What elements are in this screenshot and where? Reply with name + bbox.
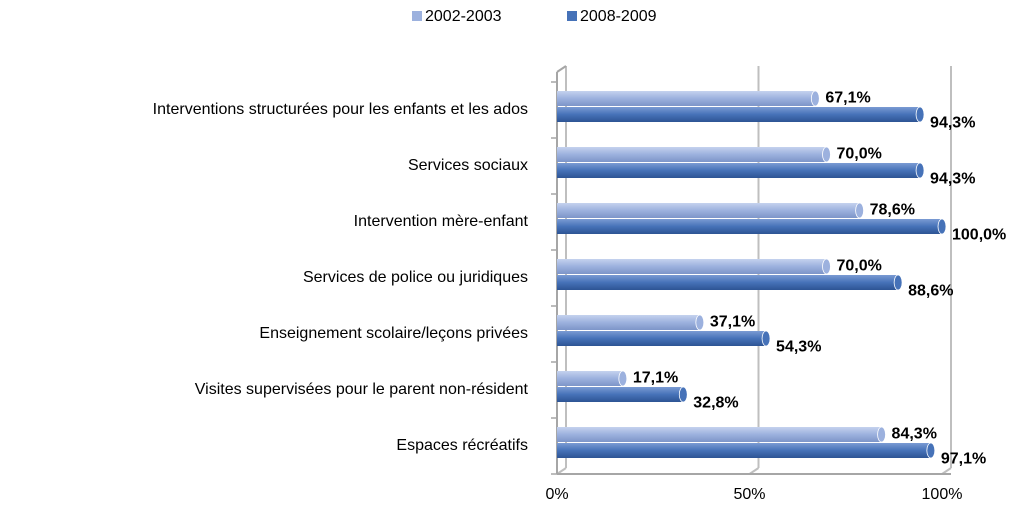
bar-cap: [618, 370, 628, 387]
bar-cap: [855, 202, 865, 219]
value-label: 67,1%: [825, 90, 870, 107]
value-label: 70,0%: [837, 258, 882, 275]
bar-cap: [695, 314, 705, 331]
bar-cap: [678, 386, 688, 403]
category-label: Espaces récréatifs: [396, 437, 528, 454]
bar: [557, 427, 882, 442]
x-tick-label: 100%: [922, 486, 963, 503]
value-label: 54,3%: [776, 339, 821, 356]
value-label: 78,6%: [870, 202, 915, 219]
bar-cap: [937, 218, 947, 235]
bar-cap: [810, 90, 820, 107]
x-tick-label: 50%: [733, 486, 765, 503]
value-label: 84,3%: [892, 426, 937, 443]
bar: [557, 315, 700, 330]
legend-swatch: [567, 11, 577, 21]
category-label: Intervention mère-enfant: [354, 213, 529, 230]
bar-cap: [915, 162, 925, 179]
bar-cap: [893, 274, 903, 291]
category-label: Enseignement scolaire/leçons privées: [259, 325, 528, 342]
bar: [557, 331, 767, 346]
bar-cap: [761, 330, 771, 347]
value-label: 32,8%: [693, 395, 738, 412]
value-label: 94,3%: [930, 115, 975, 132]
legend-label: 2008-2009: [580, 8, 657, 25]
bar: [557, 371, 623, 386]
bar-cap: [822, 146, 831, 163]
bar: [557, 387, 684, 402]
category-label: Services sociaux: [408, 157, 528, 174]
bar-cap: [915, 106, 925, 123]
value-label: 94,3%: [930, 171, 975, 188]
bar: [557, 259, 827, 274]
bar-cap: [926, 442, 936, 459]
value-label: 70,0%: [837, 146, 882, 163]
category-label: Visites supervisées pour le parent non-r…: [195, 381, 529, 398]
legend-swatch: [412, 11, 422, 21]
y-axis-back: [556, 65, 567, 73]
category-label: Interventions structurées pour les enfan…: [153, 101, 528, 118]
value-label: 37,1%: [710, 314, 755, 331]
bar-cap: [822, 258, 831, 275]
category-label: Services de police ou juridiques: [303, 269, 528, 286]
value-label: 17,1%: [633, 370, 678, 387]
legend-label: 2002-2003: [425, 8, 502, 25]
bar: [557, 275, 899, 290]
bar: [557, 163, 921, 178]
bar-cap: [877, 426, 886, 443]
value-label: 88,6%: [908, 283, 953, 300]
bar: [557, 443, 931, 458]
value-label: 100,0%: [952, 227, 1006, 244]
x-tick-label: 0%: [545, 486, 568, 503]
bar: [557, 203, 860, 218]
bar: [557, 107, 921, 122]
bar: [557, 147, 827, 162]
bar: [557, 91, 816, 106]
value-label: 97,1%: [941, 451, 986, 468]
bar: [557, 219, 942, 234]
